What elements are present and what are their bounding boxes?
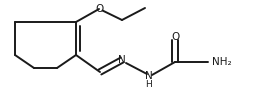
Text: N: N (118, 55, 126, 65)
Text: N: N (145, 71, 153, 81)
Text: O: O (171, 32, 179, 42)
Text: O: O (95, 4, 103, 14)
Text: H: H (146, 79, 152, 89)
Text: NH₂: NH₂ (212, 57, 232, 67)
